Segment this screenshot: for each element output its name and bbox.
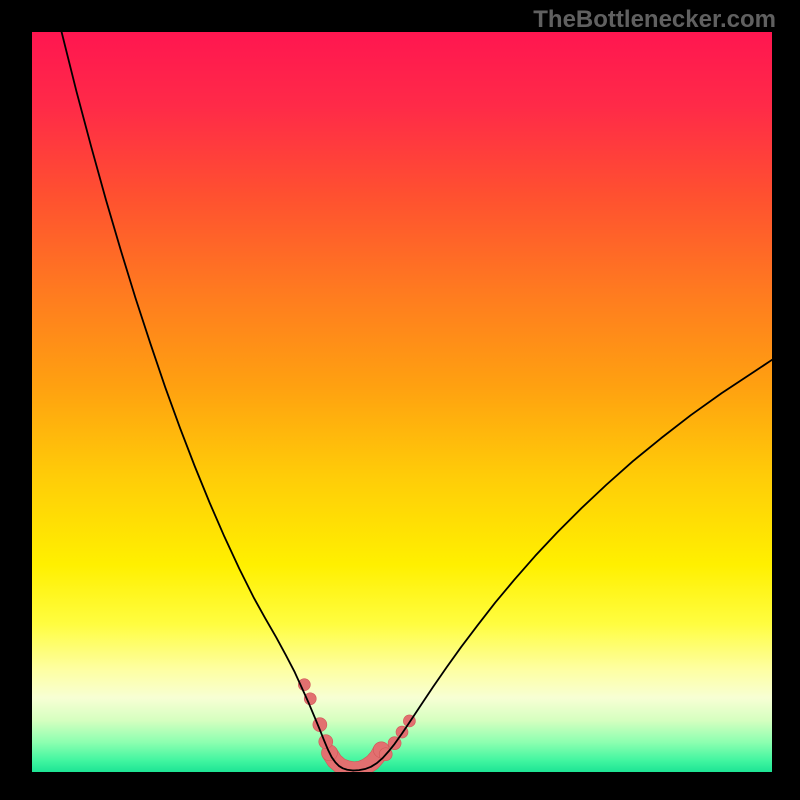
watermark-label: TheBottlenecker.com — [533, 6, 776, 34]
gradient-background — [32, 32, 772, 772]
chart-plot — [32, 32, 772, 772]
